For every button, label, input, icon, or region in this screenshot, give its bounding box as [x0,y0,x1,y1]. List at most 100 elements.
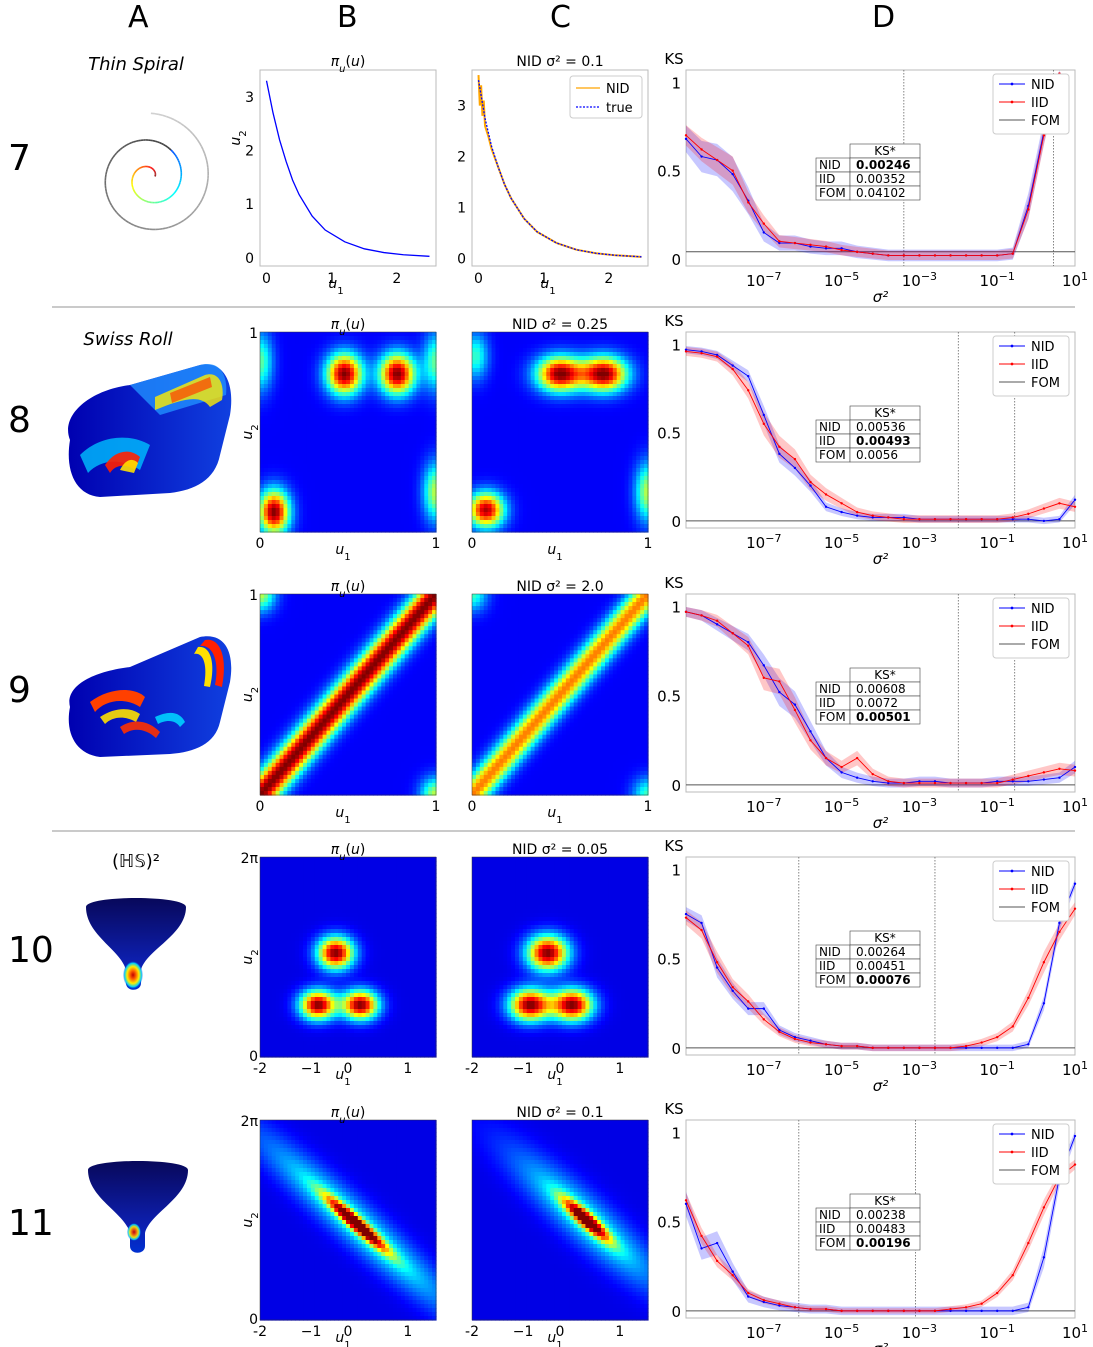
heatmap-cell [542,360,547,365]
heatmap-cell [558,436,563,441]
heatmap-cell [472,424,477,429]
heatmap-cell [279,408,285,413]
heatmap-cell [385,488,390,493]
heatmap-cell [267,420,273,425]
data-point [1042,507,1046,510]
heatmap-cell [326,400,331,405]
heatmap-cell [279,508,285,513]
heatmap-cell [538,336,543,341]
heatmap-cell [534,396,540,401]
heatmap-cell [632,524,637,529]
heatmap-cell [322,504,328,509]
heatmap-cell [561,336,567,341]
heatmap-cell [349,456,355,461]
heatmap-cell [353,372,359,377]
heatmap-cell [373,348,378,353]
heatmap-cell [624,356,630,361]
heatmap-cell [361,364,367,369]
heatmap-cell [581,412,587,417]
heatmap-cell [526,364,532,369]
heatmap-cell [279,400,285,405]
heatmap-cell [569,448,575,453]
heatmap-cell [542,444,547,449]
heatmap-cell [597,376,602,381]
heatmap-cell [295,468,300,473]
heatmap-cell [534,380,540,385]
heatmap-cell [503,332,508,337]
heatmap-cell [416,488,421,493]
heatmap-cell [632,360,637,365]
heatmap-cell [377,424,382,429]
spiral-segment [188,213,193,217]
heatmap-cell [267,440,273,445]
heatmap-cell [275,332,281,337]
heatmap-cell [404,340,410,345]
heatmap-cell [530,456,536,461]
heatmap-cell [515,472,520,477]
heatmap-cell [518,484,524,489]
x-tick-label: 10−5 [824,532,859,553]
heatmap-cell [593,420,598,425]
heatmap-cell [565,452,571,457]
heatmap-cell [392,480,398,485]
heatmap-cell [589,520,594,525]
heatmap-cell [597,484,602,489]
heatmap-cell [314,500,320,505]
heatmap-cell [271,444,277,449]
heatmap-cell [612,500,618,505]
heatmap-cell [569,432,575,437]
heatmap-cell [373,424,378,429]
heatmap-cell [565,376,571,381]
heatmap-cell [283,488,288,493]
spiral-segment [168,225,173,229]
heatmap-cell [518,432,524,437]
heatmap-cell [573,352,579,357]
heatmap-cell [326,508,331,513]
data-point [1058,517,1061,521]
heatmap-cell [565,384,571,389]
heatmap-cell [306,436,312,441]
heatmap-cell [522,424,528,429]
heatmap-cell [404,464,410,469]
heatmap-cell [495,436,500,441]
heatmap-cell [326,488,331,493]
heatmap-cell [322,372,328,377]
heatmap-cell [632,476,637,481]
heatmap-cell [408,404,414,409]
spiral-segment [109,202,113,206]
heatmap-cell [381,484,386,489]
heatmap-cell [377,440,382,445]
heatmap-cell [291,520,296,525]
spiral-segment [133,224,138,228]
heatmap-cell [558,404,563,409]
heatmap-cell [636,456,641,461]
heatmap-cell [507,356,512,361]
heatmap-cell [299,444,304,449]
heatmap-cell [291,480,296,485]
heatmap-cell [287,396,292,401]
heatmap-cell [271,388,277,393]
heatmap-cell [577,384,583,389]
heatmap-cell [306,408,312,413]
heatmap-cell [550,392,555,397]
heatmap-cell [295,432,300,437]
heatmap-cell [581,464,587,469]
heatmap-cell [503,444,508,449]
heatmap-cell [538,460,543,465]
heatmap-cell [303,412,308,417]
heatmap-cell [565,448,571,453]
heatmap-cell [357,364,363,369]
heatmap-cell [511,368,516,373]
heatmap-cell [495,388,500,393]
heatmap-cell [640,516,645,521]
heatmap-cell [640,404,645,409]
heatmap-cell [263,360,269,365]
heatmap-cell [475,336,481,341]
heatmap-cell [263,412,269,417]
heatmap-cell [267,400,273,405]
heatmap-cell [377,476,382,481]
heatmap-cell [546,428,551,433]
heatmap-cell [628,512,633,517]
heatmap-cell [361,472,367,477]
heatmap-cell [291,460,296,465]
